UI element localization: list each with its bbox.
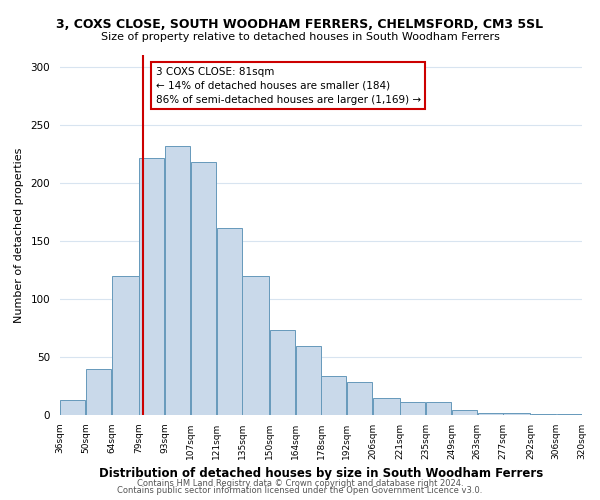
Bar	[400, 402, 425, 415]
Bar	[321, 376, 346, 415]
Text: 3 COXS CLOSE: 81sqm
← 14% of detached houses are smaller (184)
86% of semi-detac: 3 COXS CLOSE: 81sqm ← 14% of detached ho…	[155, 66, 421, 104]
Bar	[373, 398, 400, 415]
Bar	[217, 228, 242, 415]
Bar	[531, 414, 556, 415]
Text: Size of property relative to detached houses in South Woodham Ferrers: Size of property relative to detached ho…	[101, 32, 499, 42]
Bar	[191, 162, 216, 415]
Y-axis label: Number of detached properties: Number of detached properties	[14, 148, 23, 322]
Bar	[139, 158, 164, 415]
Bar	[296, 346, 321, 415]
Bar	[478, 412, 503, 415]
Bar	[347, 382, 372, 415]
X-axis label: Distribution of detached houses by size in South Woodham Ferrers: Distribution of detached houses by size …	[99, 468, 543, 480]
Bar	[452, 410, 477, 415]
Bar	[86, 368, 111, 415]
Text: Contains public sector information licensed under the Open Government Licence v3: Contains public sector information licen…	[118, 486, 482, 495]
Bar	[426, 402, 451, 415]
Bar	[270, 330, 295, 415]
Text: 3, COXS CLOSE, SOUTH WOODHAM FERRERS, CHELMSFORD, CM3 5SL: 3, COXS CLOSE, SOUTH WOODHAM FERRERS, CH…	[56, 18, 544, 30]
Bar	[112, 276, 139, 415]
Bar	[557, 414, 582, 415]
Bar	[165, 146, 190, 415]
Bar	[503, 412, 530, 415]
Text: Contains HM Land Registry data © Crown copyright and database right 2024.: Contains HM Land Registry data © Crown c…	[137, 478, 463, 488]
Bar	[242, 276, 269, 415]
Bar	[60, 400, 85, 415]
